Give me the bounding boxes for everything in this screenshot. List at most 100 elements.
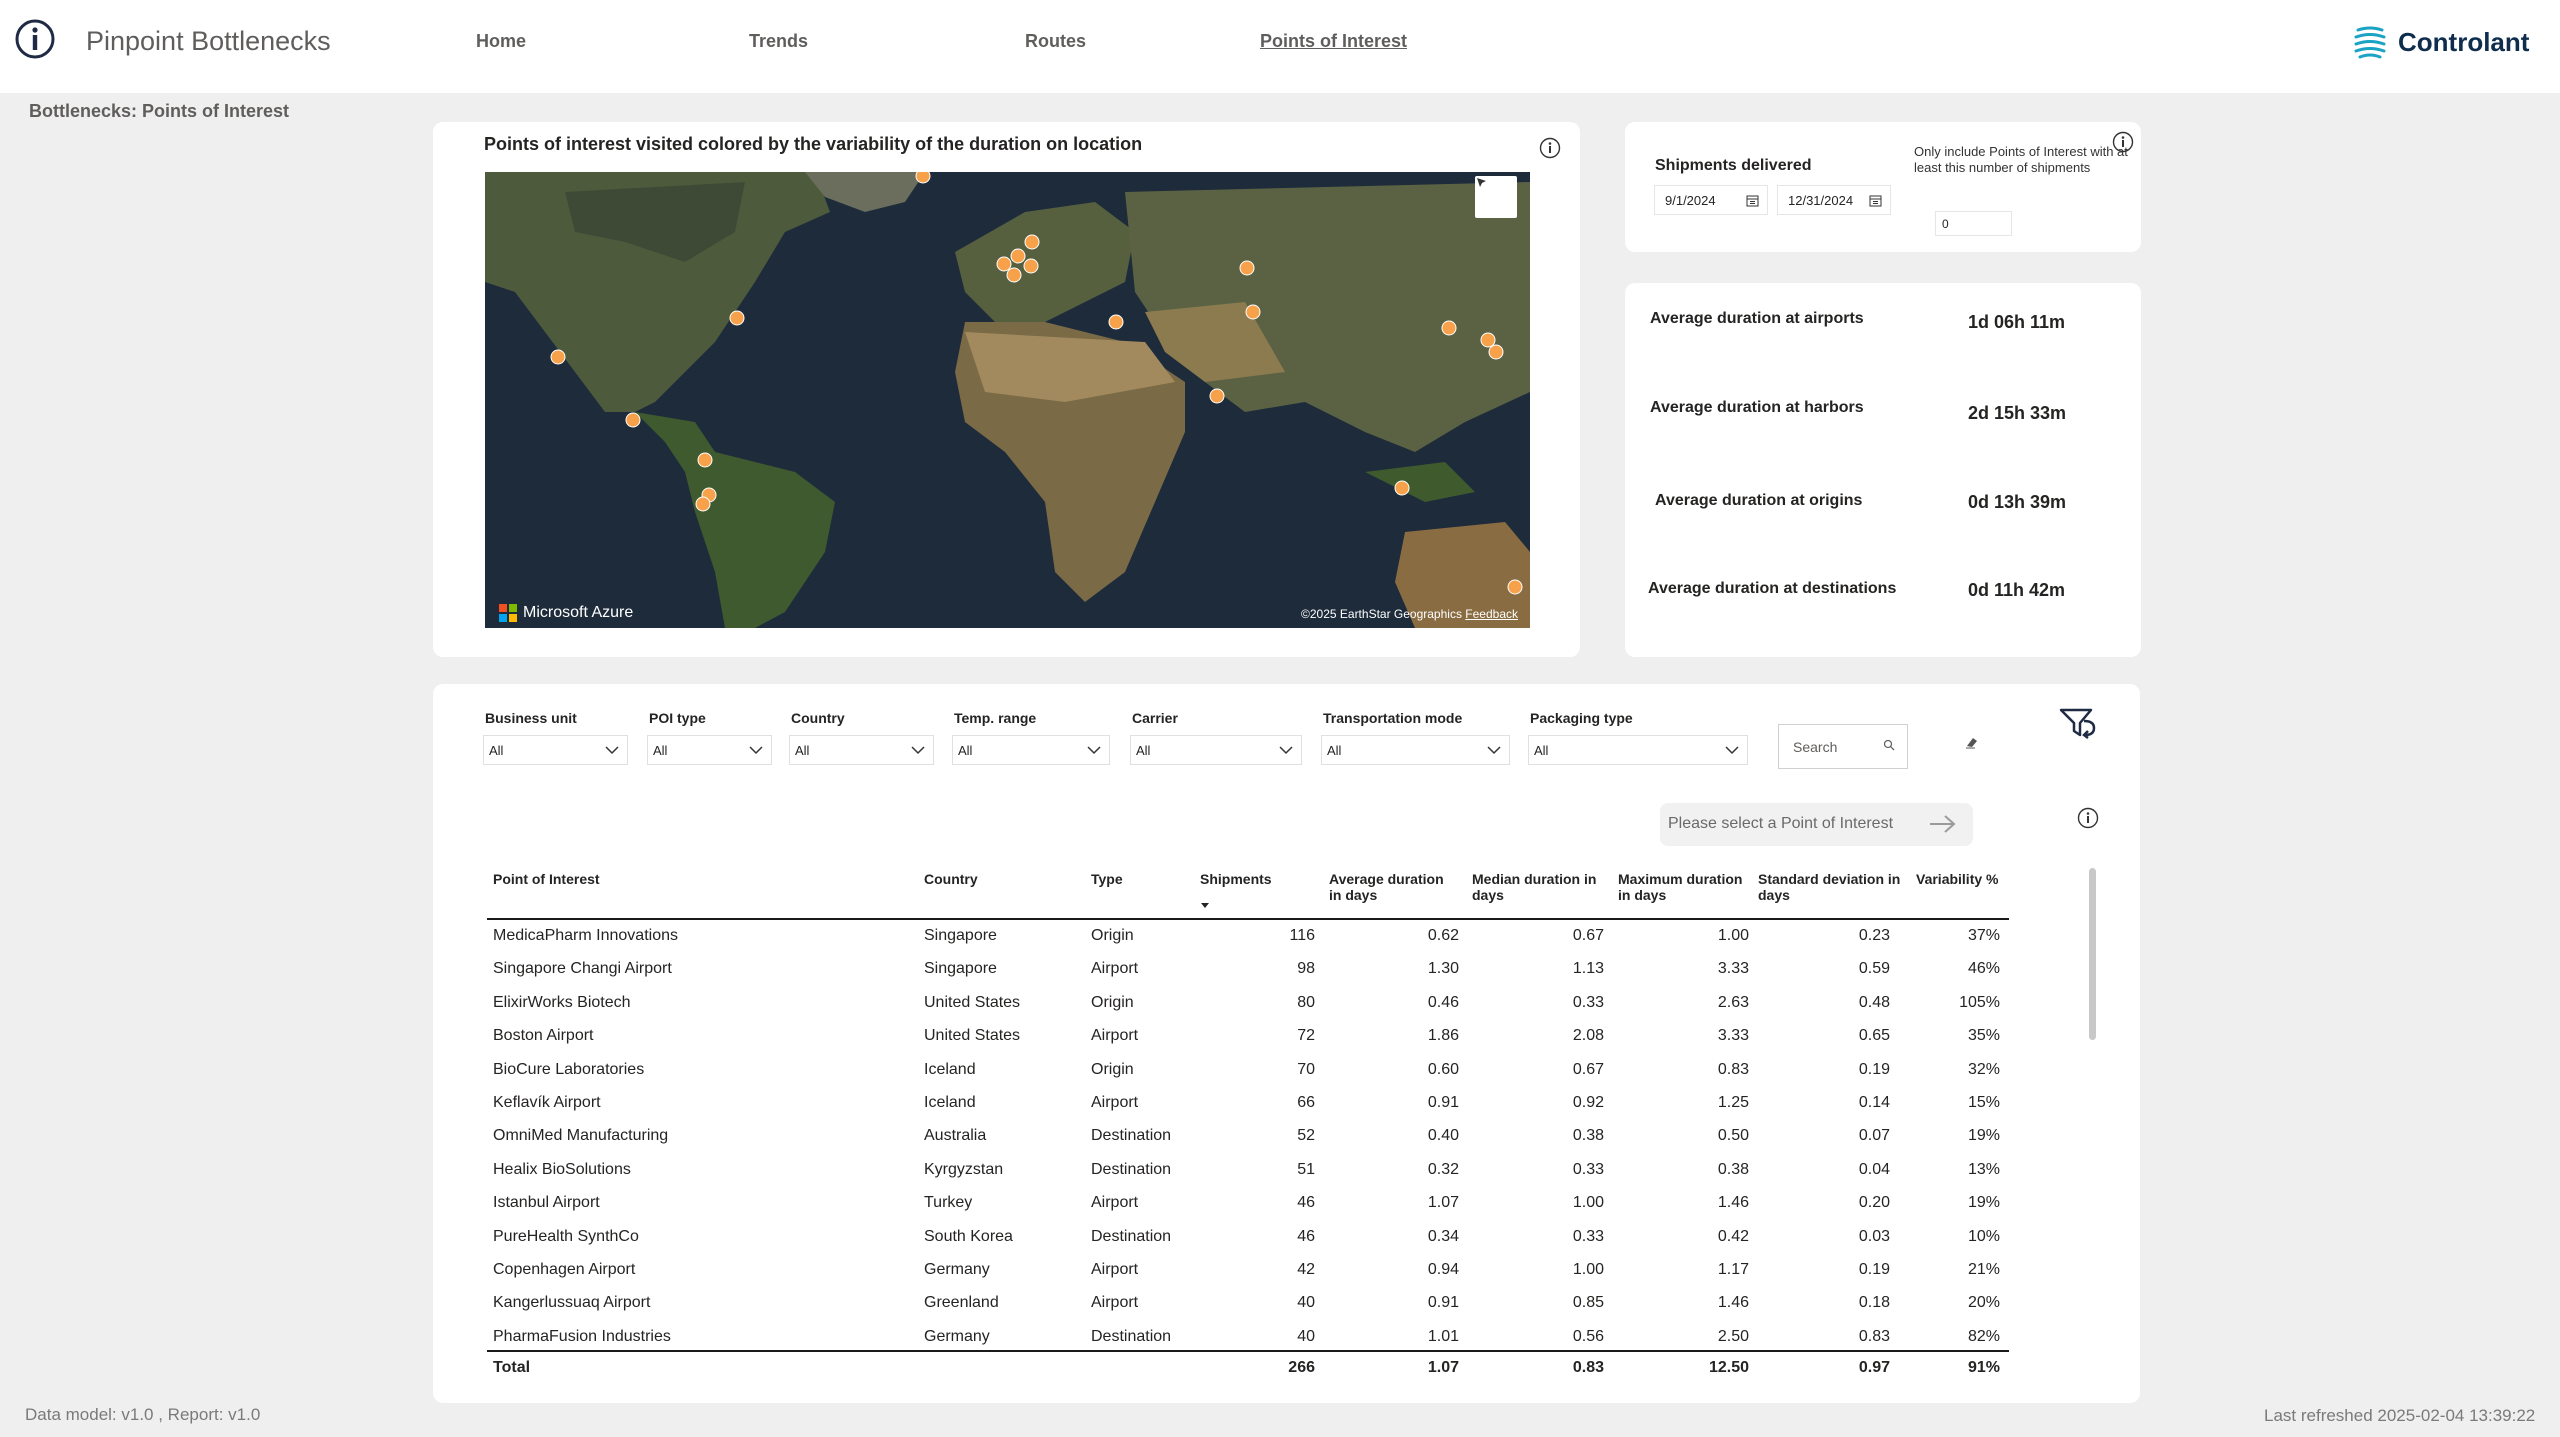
nav-trends[interactable]: Trends (749, 31, 809, 51)
column-header[interactable]: Maximum duration in days (1618, 871, 1743, 903)
table-row[interactable]: PureHealth SynthCo South Korea Destination… (487, 1221, 2009, 1254)
info-icon[interactable] (14, 18, 56, 60)
sort-descending-icon[interactable] (1200, 902, 1210, 909)
total-variability: 91% (1967, 1359, 2000, 1376)
column-header[interactable]: Standard deviation in days (1758, 871, 1901, 903)
cell-maximum: 2.50 (1717, 1327, 1749, 1345)
poi-marker[interactable] (1024, 234, 1040, 250)
cell-average: 0.32 (1427, 1160, 1459, 1178)
filter-packaging-type[interactable]: All (1528, 735, 1748, 765)
cell-shipments: 70 (1297, 1060, 1315, 1078)
nav-routes[interactable]: Routes (1025, 31, 1087, 51)
poi-marker[interactable] (1480, 332, 1496, 348)
table-row[interactable]: BioCure Laboratories Iceland Origin 70 0.60 0… (487, 1054, 2009, 1087)
filter-temp-range-value: All (958, 743, 973, 758)
nav-points-of-interest[interactable]: Points of Interest (1260, 31, 1408, 51)
cell-stddev: 0.19 (1858, 1261, 1890, 1278)
column-header[interactable]: Median duration in days (1472, 871, 1597, 903)
table-row[interactable]: Keflavík Airport Iceland Airport 66 0.91 0.92… (487, 1087, 2009, 1120)
total-shipments: 266 (1288, 1359, 1315, 1376)
table-row[interactable]: Istanbul Airport Turkey Airport 46 1.07 1.00 1… (487, 1187, 2009, 1220)
start-date-input[interactable]: 9/1/2024 (1654, 185, 1768, 215)
cell-poi: Kangerlussuaq Airport (493, 1294, 651, 1312)
column-header[interactable]: Type (1091, 871, 1123, 887)
map-info-icon[interactable] (1539, 137, 1561, 159)
filter-transportation-mode[interactable]: All (1321, 735, 1510, 765)
cell-country: South Korea (924, 1227, 1013, 1245)
table-row[interactable]: PharmaFusion Industries Germany Destinatio… (487, 1321, 2009, 1354)
clear-filters-icon[interactable] (2058, 707, 2098, 739)
poi-marker[interactable] (1245, 304, 1261, 320)
brand-name: Controlant (2398, 26, 2530, 57)
poi-marker[interactable] (729, 310, 745, 326)
map-select-button[interactable] (1475, 176, 1517, 218)
poi-marker[interactable] (1488, 344, 1504, 360)
table-row[interactable]: Boston Airport United States Airport 72 1.86… (487, 1020, 2009, 1053)
eraser-icon[interactable] (1964, 734, 1980, 750)
poi-marker[interactable] (1507, 579, 1523, 595)
poi-marker[interactable] (996, 256, 1012, 272)
table-scrollbar[interactable] (2089, 868, 2096, 1040)
min-shipments-note: Only include Points of Interest with at … (1914, 144, 2128, 175)
table-row[interactable]: ElixirWorks Biotech United States Origin 80… (487, 987, 2009, 1020)
column-header[interactable]: Variability % (1916, 871, 1999, 887)
poi-marker[interactable] (697, 452, 713, 468)
poi-marker[interactable] (1006, 267, 1022, 283)
search-input[interactable]: Search (1778, 724, 1908, 769)
kpi-harbors-label: Average duration at harbors (1650, 399, 1864, 416)
filter-carrier[interactable]: All (1130, 735, 1302, 765)
filter-packaging-type-value: All (1534, 743, 1549, 758)
calendar-icon[interactable] (1869, 194, 1882, 207)
chevron-down-icon (1279, 746, 1293, 755)
poi-marker[interactable] (1239, 260, 1255, 276)
poi-marker[interactable] (1108, 314, 1124, 330)
world-map[interactable]: Microsoft Azure ©2025 EarthStar Geograph… (485, 172, 1530, 628)
select-poi-button[interactable]: Please select a Point of Interest (1660, 803, 1973, 846)
cell-country: Iceland (924, 1094, 976, 1111)
cell-average: 0.62 (1427, 927, 1459, 944)
table-row[interactable]: Kangerlussuaq Airport Greenland Airport 40 0… (487, 1287, 2009, 1320)
filter-country[interactable]: All (789, 735, 934, 765)
table-row[interactable]: Healix BioSolutions Kyrgyzstan Destination… (487, 1154, 2009, 1187)
poi-marker[interactable] (550, 349, 566, 365)
poi-markers (550, 172, 1523, 595)
cell-maximum: 2.63 (1717, 993, 1749, 1011)
calendar-icon[interactable] (1746, 194, 1759, 207)
filter-poi-type-value: All (653, 743, 668, 758)
poi-marker[interactable] (915, 172, 931, 184)
min-shipments-input[interactable]: 0 (1935, 211, 2012, 236)
cell-variability: 35% (1967, 1027, 2000, 1045)
cell-maximum: 0.38 (1717, 1160, 1749, 1178)
kpi-origins-value: 0d 13h 39m (1968, 492, 2067, 512)
column-header[interactable]: Shipments (1200, 871, 1272, 887)
filter-carrier-label: Carrier (1132, 710, 1178, 726)
poi-marker[interactable] (625, 412, 641, 428)
nav-home[interactable]: Home (476, 31, 527, 51)
table-row[interactable]: Copenhagen Airport Germany Airport 42 0.94 1.… (487, 1254, 2009, 1287)
cell-poi: PharmaFusion Industries (493, 1327, 671, 1345)
filter-country-label: Country (791, 710, 845, 726)
column-header[interactable]: Country (924, 871, 978, 887)
cell-variability: 20% (1967, 1294, 2000, 1312)
filter-business-unit[interactable]: All (483, 735, 628, 765)
poi-marker[interactable] (1023, 258, 1039, 274)
table-info-icon[interactable] (2077, 807, 2099, 829)
poi-marker[interactable] (1010, 248, 1026, 264)
table-row[interactable]: MedicaPharm Innovations Singapore Origin 11… (487, 920, 2009, 953)
table-row[interactable]: Singapore Changi Airport Singapore Airport… (487, 953, 2009, 986)
end-date-input[interactable]: 12/31/2024 (1777, 185, 1891, 215)
column-header[interactable]: Point of Interest (493, 871, 600, 887)
poi-marker[interactable] (1441, 320, 1457, 336)
poi-marker[interactable] (695, 496, 711, 512)
table-row[interactable]: OmniMed Manufacturing Australia Destinatio… (487, 1120, 2009, 1153)
cell-maximum: 3.33 (1717, 960, 1749, 978)
poi-marker[interactable] (1394, 480, 1410, 496)
cell-shipments: 42 (1297, 1261, 1315, 1278)
map-feedback-link[interactable]: Feedback (1465, 607, 1518, 621)
filter-temp-range[interactable]: All (952, 735, 1110, 765)
column-header[interactable]: Average duration in days (1329, 871, 1444, 903)
page-label: Bottlenecks: Points of Interest (29, 101, 290, 121)
shipments-info-icon[interactable] (2112, 131, 2134, 153)
filter-poi-type[interactable]: All (647, 735, 772, 765)
poi-marker[interactable] (1209, 388, 1225, 404)
